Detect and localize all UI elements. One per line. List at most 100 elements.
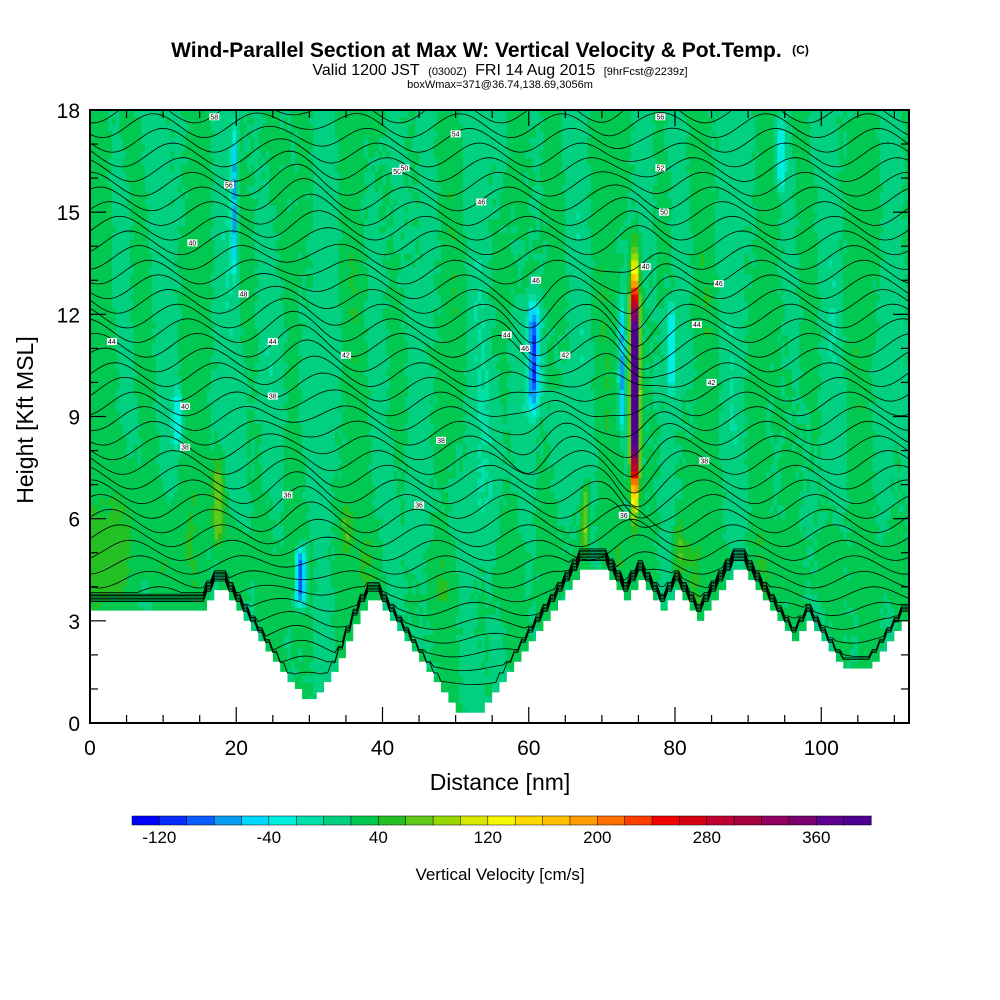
vertical-velocity-cell — [148, 402, 153, 411]
vertical-velocity-cell — [225, 396, 230, 404]
vertical-velocity-cell — [126, 130, 131, 138]
vertical-velocity-cell — [210, 525, 215, 533]
vertical-velocity-cell — [261, 375, 267, 384]
vertical-velocity-cell — [280, 505, 285, 513]
vertical-velocity-cell — [217, 477, 223, 486]
vertical-velocity-cell — [298, 607, 303, 615]
vertical-velocity-cell — [294, 157, 300, 166]
vertical-velocity-cell — [276, 157, 281, 166]
vertical-velocity-cell — [115, 430, 120, 438]
vertical-velocity-cell — [291, 293, 296, 302]
vertical-velocity-cell — [111, 443, 117, 452]
vertical-velocity-cell — [302, 682, 307, 690]
vertical-velocity-cell — [93, 443, 98, 452]
vertical-velocity-cell — [294, 430, 300, 438]
vertical-velocity-cell — [265, 641, 270, 649]
vertical-velocity-cell — [269, 348, 274, 356]
vertical-velocity-cell — [93, 539, 98, 547]
vertical-velocity-cell — [148, 586, 153, 595]
vertical-velocity-cell — [247, 498, 252, 506]
vertical-velocity-cell — [196, 218, 201, 227]
vertical-velocity-cell — [104, 416, 109, 424]
vertical-velocity-cell — [108, 150, 113, 159]
vertical-velocity-cell — [294, 607, 300, 615]
vertical-velocity-cell — [93, 341, 98, 349]
vertical-velocity-cell — [214, 518, 219, 527]
vertical-velocity-cell — [108, 573, 113, 581]
vertical-velocity-cell — [163, 341, 168, 349]
vertical-velocity-cell — [185, 307, 190, 315]
vertical-velocity-cell — [272, 327, 278, 336]
vertical-velocity-cell — [265, 239, 270, 247]
vertical-velocity-cell — [141, 110, 146, 118]
vertical-velocity-cell — [97, 607, 102, 612]
vertical-velocity-cell — [144, 389, 150, 397]
vertical-velocity-cell — [196, 130, 201, 138]
vertical-velocity-cell — [294, 321, 300, 329]
vertical-velocity-cell — [272, 457, 278, 465]
vertical-velocity-cell — [104, 171, 109, 179]
vertical-velocity-cell — [192, 130, 197, 138]
vertical-velocity-cell — [298, 498, 303, 506]
vertical-velocity-cell — [185, 552, 190, 561]
vertical-velocity-cell — [298, 164, 303, 172]
vertical-velocity-cell — [133, 266, 139, 275]
vertical-velocity-cell — [115, 184, 120, 193]
vertical-velocity-cell — [265, 293, 270, 302]
vertical-velocity-cell — [181, 375, 186, 384]
vertical-velocity-cell — [250, 389, 256, 397]
vertical-velocity-cell — [159, 232, 164, 241]
vertical-velocity-cell — [159, 178, 164, 186]
vertical-velocity-cell — [181, 300, 186, 309]
vertical-velocity-cell — [305, 525, 310, 533]
vertical-velocity-cell — [90, 450, 95, 458]
vertical-velocity-cell — [269, 416, 274, 424]
vertical-velocity-cell — [243, 123, 248, 132]
vertical-velocity-cell — [214, 545, 219, 554]
vertical-velocity-cell — [185, 253, 190, 261]
vertical-velocity-cell — [144, 559, 150, 567]
vertical-velocity-cell — [203, 259, 208, 268]
vertical-velocity-cell — [97, 566, 102, 574]
vertical-velocity-cell — [302, 457, 307, 465]
vertical-velocity-cell — [163, 409, 168, 418]
vertical-velocity-cell — [232, 423, 237, 431]
vertical-velocity-cell — [188, 389, 193, 397]
vertical-velocity-cell — [302, 518, 307, 527]
vertical-velocity-cell — [137, 532, 142, 540]
vertical-velocity-cell — [108, 123, 113, 132]
vertical-velocity-cell — [324, 614, 329, 622]
vertical-velocity-cell — [302, 110, 307, 118]
vertical-velocity-cell — [199, 110, 204, 118]
vertical-velocity-cell — [210, 198, 215, 206]
vertical-velocity-cell — [104, 246, 109, 254]
vertical-velocity-cell — [108, 178, 113, 186]
vertical-velocity-cell — [320, 368, 325, 377]
vertical-velocity-cell — [309, 641, 314, 649]
vertical-velocity-cell — [174, 246, 179, 254]
vertical-velocity-cell — [152, 375, 157, 384]
vertical-velocity-cell — [122, 586, 128, 595]
vertical-velocity-cell — [163, 110, 168, 118]
vertical-velocity-cell — [192, 586, 197, 595]
vertical-velocity-cell — [261, 287, 267, 295]
vertical-velocity-cell — [203, 225, 208, 234]
vertical-velocity-cell — [309, 307, 314, 315]
vertical-velocity-cell — [239, 137, 245, 145]
vertical-velocity-cell — [137, 545, 142, 554]
vertical-velocity-cell — [283, 511, 289, 520]
vertical-velocity-cell — [174, 518, 179, 527]
vertical-velocity-cell — [269, 396, 274, 404]
vertical-velocity-cell — [111, 539, 117, 547]
vertical-velocity-cell — [100, 232, 106, 241]
vertical-velocity-cell — [174, 573, 179, 581]
vertical-velocity-cell — [181, 157, 186, 166]
vertical-velocity-cell — [170, 436, 175, 445]
vertical-velocity-cell — [177, 436, 183, 445]
vertical-velocity-cell — [144, 382, 150, 390]
vertical-velocity-cell — [207, 593, 212, 601]
vertical-velocity-cell — [280, 375, 285, 384]
vertical-velocity-cell — [130, 464, 135, 472]
vertical-velocity-cell — [166, 348, 172, 356]
vertical-velocity-cell — [148, 566, 153, 574]
